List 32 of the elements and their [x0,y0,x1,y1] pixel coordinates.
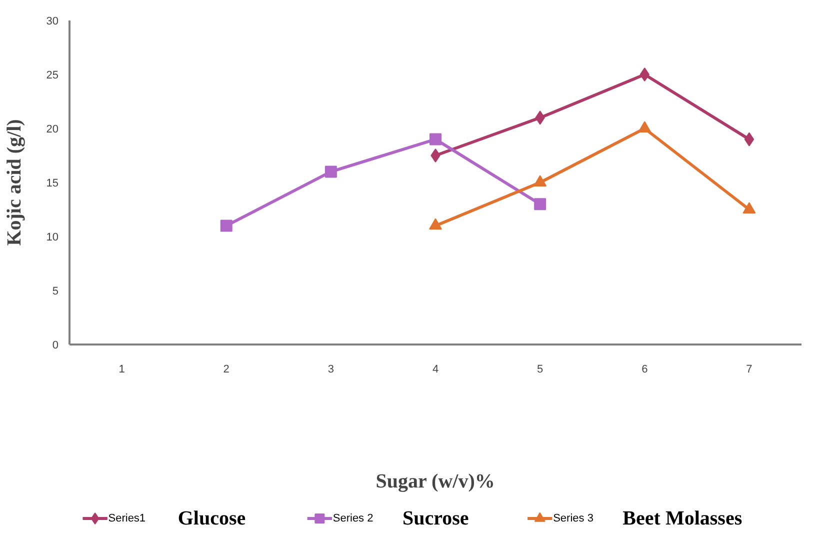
y-tick-label: 5 [52,286,59,298]
point [534,198,546,210]
x-tick-label: 6 [642,364,648,376]
x-tick-label: 3 [328,364,334,376]
text: Beet Molasses [622,508,742,530]
point [429,218,442,230]
y-tick-label: 20 [46,124,59,136]
x-tick-label: 4 [432,364,439,376]
legend-label: Series 2 [332,512,374,524]
x-tick-label: 5 [537,364,544,376]
y-axis-title: Kojic acid (g/l) [3,119,26,246]
y-tick-label: 10 [46,232,59,244]
text: Sucrose [402,508,469,530]
y-tick-label: 25 [46,70,59,82]
x-tick-label: 1 [118,364,125,376]
y-tick-label: 0 [52,340,59,352]
point [324,166,337,178]
legend-label: Series 3 [553,512,594,524]
point [430,148,440,162]
point [742,202,756,214]
legend-label: Series1 [108,512,146,524]
point [640,68,650,82]
point [430,133,442,146]
y-tick-label: 15 [46,178,59,190]
y-tick-label: 30 [46,16,59,28]
point [220,220,232,232]
text: Glucose [178,508,246,530]
x-tick-label: 7 [746,364,752,376]
x-tick-label: 2 [223,364,230,376]
point [744,132,754,146]
x-axis-title: Sugar (w/v)% [376,470,495,492]
point [534,175,547,186]
